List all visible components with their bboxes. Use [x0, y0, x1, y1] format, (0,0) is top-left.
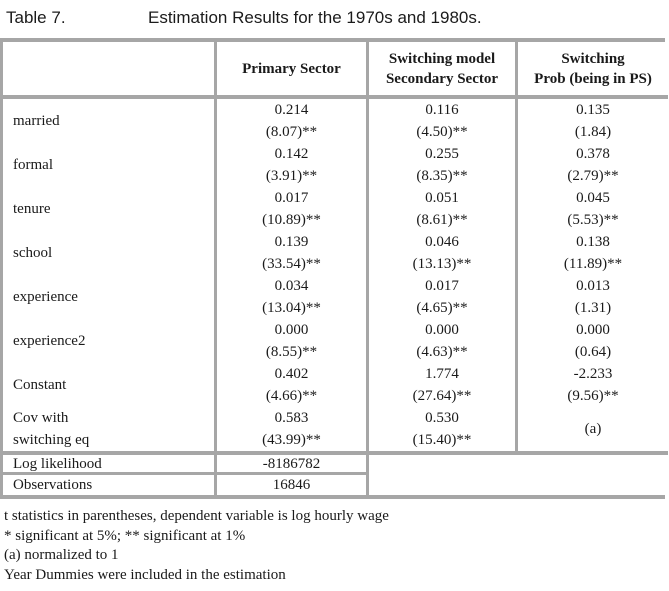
coefficient-value: 0.051 — [425, 190, 459, 206]
t-statistic: (8.61)** — [416, 212, 468, 228]
coefficient-value: 0.214 — [274, 102, 309, 118]
header-switching-prob: Switching Prob (being in PS) — [515, 42, 668, 99]
table-cell: 0.402 (4.66)** — [214, 363, 366, 407]
table-cell: 0.116 (4.50)** — [366, 99, 515, 143]
t-statistic: (27.64)** — [412, 388, 472, 404]
table-cell: 0.017 (4.65)** — [366, 275, 515, 319]
table-cell: 0.139 (33.54)** — [214, 231, 366, 275]
row-label: experience2 — [13, 333, 86, 349]
table-cell: -2.233 (9.56)** — [515, 363, 668, 407]
coefficient-value: 0.000 — [425, 322, 459, 338]
coefficient-value: 0.138 — [576, 234, 610, 250]
t-statistic: (9.56)** — [567, 388, 619, 404]
table-cell: 0.051 (8.61)** — [366, 187, 515, 231]
header-switching-secondary: Switching model Secondary Sector — [366, 42, 515, 99]
t-statistic: (0.64) — [574, 344, 612, 360]
row-label: experience — [13, 289, 78, 305]
t-statistic: (1.84) — [574, 124, 612, 140]
t-statistic: (15.40)** — [412, 432, 472, 448]
table-cell: 0.530 (15.40)** — [366, 407, 515, 451]
t-statistic: (8.35)** — [416, 168, 468, 184]
estimation-table: Primary Sector Switching model Secondary… — [0, 38, 668, 499]
coefficient-value: 0.530 — [425, 410, 459, 426]
table-cell: 0.034 (13.04)** — [214, 275, 366, 319]
coefficient-value: 0.116 — [425, 102, 459, 118]
table-cell: 0.214 (8.07)** — [214, 99, 366, 143]
header-empty — [3, 42, 214, 99]
coefficient-value: 1.774 — [425, 366, 459, 382]
footnote-line: (a) normalized to 1 — [4, 547, 119, 563]
t-statistic: (4.50)** — [416, 124, 468, 140]
table-cell: 1.774 (27.64)** — [366, 363, 515, 407]
t-statistic: (13.13)** — [412, 256, 472, 272]
t-statistic: (5.53)** — [567, 212, 619, 228]
table-cell: 0.255 (8.35)** — [366, 143, 515, 187]
empty-merged-cell — [366, 451, 668, 495]
table-cell: 0.046 (13.13)** — [366, 231, 515, 275]
footnote-line: * significant at 5%; ** significant at 1… — [4, 527, 246, 544]
coefficient-value: -2.233 — [573, 366, 613, 382]
t-statistic: (13.04)** — [262, 300, 321, 316]
table-cell: 0.000 (8.55)** — [214, 319, 366, 363]
coefficient-value: (a) — [584, 421, 602, 437]
coefficient-value: 0.139 — [274, 234, 309, 250]
table-cell: 0.017 (10.89)** — [214, 187, 366, 231]
footnote-line: t statistics in parentheses, dependent v… — [4, 508, 389, 524]
table-cell: 0.013 (1.31) — [515, 275, 668, 319]
t-statistic: (4.65)** — [416, 300, 468, 316]
coefficient-value: 0.034 — [274, 278, 309, 294]
row-label: married — [13, 113, 60, 129]
coefficient-value: 0.402 — [274, 366, 309, 382]
row-label: school — [13, 245, 53, 261]
table-title: Estimation Results for the 1970s and 198… — [148, 8, 482, 27]
table-cell: 0.000 (0.64) — [515, 319, 668, 363]
table-number: Table 7. — [6, 8, 66, 27]
t-statistic: (2.79)** — [567, 168, 619, 184]
t-statistic: (3.91)** — [265, 168, 318, 184]
coefficient-value: 0.255 — [425, 146, 459, 162]
row-label: Constant — [13, 377, 67, 393]
footnote-line: Year Dummies were included in the estima… — [4, 566, 286, 583]
t-statistic: (33.54)** — [262, 256, 321, 272]
coefficient-value: 0.000 — [576, 322, 610, 338]
row-label: tenure — [13, 201, 51, 217]
t-statistic: (10.89)** — [262, 212, 321, 228]
t-statistic: (8.07)** — [265, 124, 318, 140]
coefficient-value: 0.046 — [425, 234, 459, 250]
table-cell: 0.142 (3.91)** — [214, 143, 366, 187]
t-statistic: (43.99)** — [262, 432, 321, 448]
coefficient-value: 0.135 — [576, 102, 610, 118]
log-likelihood-label: Log likelihood — [3, 451, 214, 475]
t-statistic: (4.63)** — [416, 344, 468, 360]
table-cell: 0.583 (43.99)** — [214, 407, 366, 451]
table-footnotes: t statistics in parentheses, dependent v… — [4, 507, 389, 585]
header-primary-sector: Primary Sector — [214, 42, 366, 99]
observations-value: 16846 — [214, 475, 366, 495]
table-cell: (a) — [515, 407, 668, 451]
coefficient-value: 0.017 — [425, 278, 459, 294]
t-statistic: (11.89)** — [563, 256, 623, 272]
table-cell: 0.138 (11.89)** — [515, 231, 668, 275]
coefficient-value: 0.142 — [274, 146, 309, 162]
log-likelihood-value: -8186782 — [214, 451, 366, 475]
t-statistic: (4.66)** — [265, 388, 318, 404]
row-label: Cov with switching eq — [13, 410, 90, 448]
table-cell: 0.000 (4.63)** — [366, 319, 515, 363]
coefficient-value: 0.583 — [274, 410, 309, 426]
table-cell: 0.135 (1.84) — [515, 99, 668, 143]
t-statistic: (8.55)** — [265, 344, 318, 360]
table-cell: 0.378 (2.79)** — [515, 143, 668, 187]
coefficient-value: 0.378 — [576, 146, 610, 162]
coefficient-value: 0.013 — [576, 278, 610, 294]
table-cell: 0.045 (5.53)** — [515, 187, 668, 231]
observations-label: Observations — [13, 477, 93, 493]
row-label: formal — [13, 157, 53, 173]
coefficient-value: 0.017 — [274, 190, 309, 206]
coefficient-value: 0.000 — [274, 322, 309, 338]
coefficient-value: 0.045 — [576, 190, 610, 206]
t-statistic: (1.31) — [574, 300, 612, 316]
